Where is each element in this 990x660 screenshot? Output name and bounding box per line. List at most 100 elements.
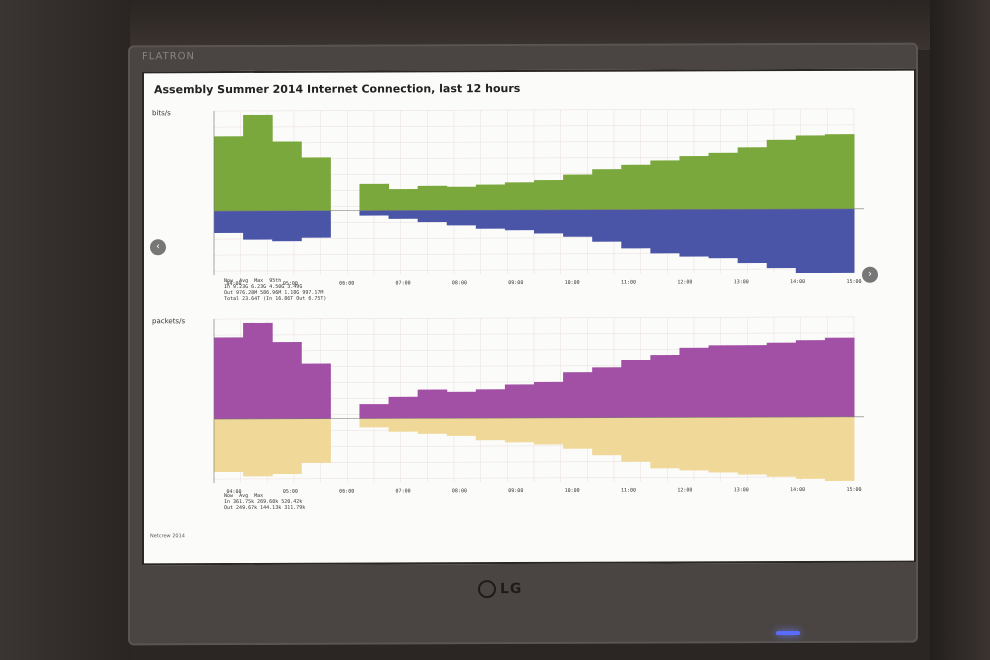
bits-legend: Now Avg Max 95th In 9.23G 6.23G 4.50G 3.… [224, 278, 326, 302]
out-bar [563, 209, 593, 237]
next-button[interactable]: › [862, 266, 878, 283]
chevron-left-icon: ‹ [156, 241, 160, 253]
legend-total-in-value: 16.86T [275, 295, 294, 302]
x-tick-label: 04:00 [226, 281, 241, 287]
out-bar [504, 417, 535, 443]
x-tick-label: 10:00 [565, 488, 580, 494]
in-bar [417, 185, 448, 211]
out-bar [417, 418, 448, 434]
x-tick-label: 08:00 [452, 488, 467, 494]
out-bar [243, 210, 273, 240]
in-bar [504, 182, 535, 211]
monitor-brand: FLATRON [142, 51, 196, 63]
x-tick-label: 06:00 [339, 281, 354, 287]
x-tick-label: 12:00 [677, 487, 692, 493]
in-bar [650, 355, 680, 418]
grid-line [214, 268, 854, 272]
in-bar [359, 404, 390, 419]
out-bar [272, 418, 302, 475]
out-bar [214, 210, 244, 233]
in-bar [301, 363, 331, 419]
background-wall-left [0, 0, 130, 660]
in-bar [214, 136, 244, 212]
in-bar [359, 183, 390, 211]
out-bar [475, 418, 506, 441]
out-bar [359, 418, 390, 428]
in-bar [708, 345, 739, 418]
out-bar [679, 209, 710, 257]
x-tick-label: 09:00 [508, 488, 523, 494]
in-bar [446, 186, 477, 211]
background-wall-right [930, 0, 990, 660]
x-tick-label: 15:00 [846, 487, 861, 493]
out-bar [766, 417, 797, 477]
x-tick-label: 14:00 [790, 487, 805, 493]
x-tick-label: 10:00 [565, 280, 580, 286]
zero-axis [214, 416, 864, 420]
out-bar [708, 209, 739, 259]
x-tick-label: 11:00 [621, 488, 636, 494]
out-bar [301, 418, 331, 463]
legend-total-out-value: 6.75T) [308, 295, 327, 302]
out-bar [388, 210, 419, 219]
out-bar [795, 208, 826, 274]
page-title: Assembly Summer 2014 Internet Connection… [154, 82, 521, 97]
out-bar [737, 209, 768, 264]
in-bar [272, 141, 302, 211]
out-bar [795, 416, 826, 479]
grid-line [214, 108, 854, 112]
in-bar [795, 135, 826, 210]
out-bar [592, 209, 622, 242]
legend-total-in-label: (In [263, 295, 273, 302]
in-bar [737, 345, 768, 418]
out-bar [243, 418, 273, 477]
out-bar [737, 417, 768, 475]
out-bar [446, 418, 477, 436]
legend-total-name: Total [224, 295, 240, 303]
out-bar [824, 208, 855, 273]
bits-unit-label: bits/s [152, 109, 171, 118]
in-bar [737, 147, 768, 210]
lg-logo: LG [478, 580, 523, 599]
grid-line [214, 124, 854, 128]
x-tick-label: 11:00 [621, 280, 636, 286]
out-bar [824, 416, 855, 481]
in-bar [795, 340, 826, 418]
power-led [776, 631, 800, 636]
x-tick-label: 13:00 [734, 487, 749, 493]
grid-line [214, 476, 854, 480]
out-bar [359, 210, 390, 216]
in-bar [475, 184, 506, 211]
in-bar [708, 152, 739, 210]
x-tick-label: 07:00 [396, 280, 411, 286]
prev-button[interactable]: ‹ [150, 239, 166, 256]
in-bar [766, 342, 797, 418]
x-tick-label: 05:00 [283, 489, 298, 495]
x-tick-label: 09:00 [508, 280, 523, 286]
grid-line [214, 140, 854, 144]
out-bar [446, 210, 477, 226]
x-tick-label: 04:00 [226, 489, 241, 495]
in-bar [388, 189, 419, 211]
in-bar [563, 372, 593, 418]
packets-legend: Now Avg Max In 361.75k 269.60k 520.42k O… [224, 493, 305, 511]
out-bar [650, 417, 680, 469]
out-bar [272, 210, 302, 242]
in-bar [214, 337, 244, 420]
lg-logo-text: LG [500, 581, 523, 598]
screen: Assembly Summer 2014 Internet Connection… [142, 68, 916, 566]
legend2-out-name: Out [224, 505, 234, 512]
out-bar [621, 209, 651, 249]
x-tick-label: 05:00 [283, 281, 298, 287]
in-bar [621, 164, 651, 210]
packets-chart: 04:00 05:00 06:00 07:00 08:00 09:00 10:00 11:00… [213, 316, 864, 495]
in-bar [388, 396, 419, 419]
monitor: FLATRON Assembly Summer 2014 Internet Co… [128, 42, 918, 646]
out-bar [592, 417, 622, 456]
background-wall-top [0, 0, 990, 50]
x-tick-label: 07:00 [396, 488, 411, 494]
in-bar [243, 114, 273, 211]
in-bar [272, 341, 302, 419]
grid-line [214, 316, 854, 320]
x-tick-label: 14:00 [790, 279, 805, 285]
